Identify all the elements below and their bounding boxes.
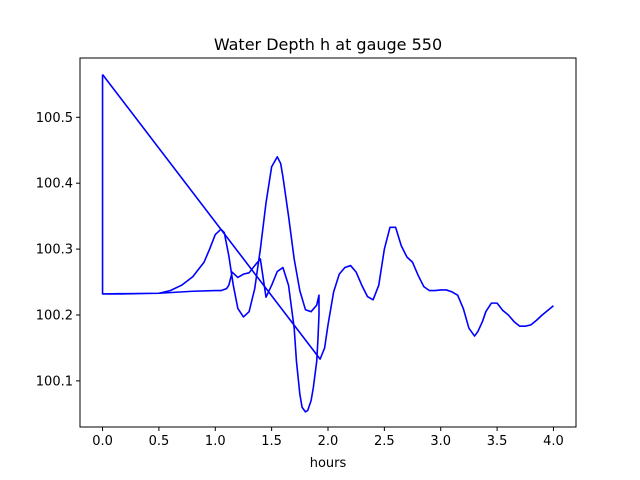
y-tick-label: 100.2 xyxy=(36,308,73,323)
x-tick-label: 1.0 xyxy=(205,434,226,449)
y-axis-ticks: 100.1 100.2 100.3 100.4 100.5 xyxy=(36,111,80,389)
x-tick-label: 2.0 xyxy=(318,434,339,449)
series-layer xyxy=(101,73,554,413)
series-line-1 xyxy=(101,74,320,413)
x-axis-label: hours xyxy=(310,456,347,471)
axes-frame xyxy=(79,57,577,428)
y-tick-label: 100.4 xyxy=(36,177,73,192)
x-tick-label: 3.5 xyxy=(487,434,508,449)
x-tick-label: 0.0 xyxy=(92,434,113,449)
x-tick-label: 4.0 xyxy=(543,434,564,449)
x-tick-label: 0.5 xyxy=(149,434,170,449)
x-axis-ticks: 0.0 0.5 1.0 1.5 2.0 2.5 3.0 3.5 4.0 xyxy=(92,427,564,449)
y-tick-label: 100.1 xyxy=(36,374,73,389)
x-tick-label: 2.5 xyxy=(374,434,395,449)
y-tick-label: 100.5 xyxy=(36,111,73,126)
y-tick-label: 100.3 xyxy=(36,243,73,258)
plot-area xyxy=(79,57,577,428)
x-tick-label: 3.0 xyxy=(430,434,451,449)
x-tick-label: 1.5 xyxy=(261,434,282,449)
chart-title: Water Depth h at gauge 550 xyxy=(214,35,442,54)
series-line-2 xyxy=(101,73,554,360)
